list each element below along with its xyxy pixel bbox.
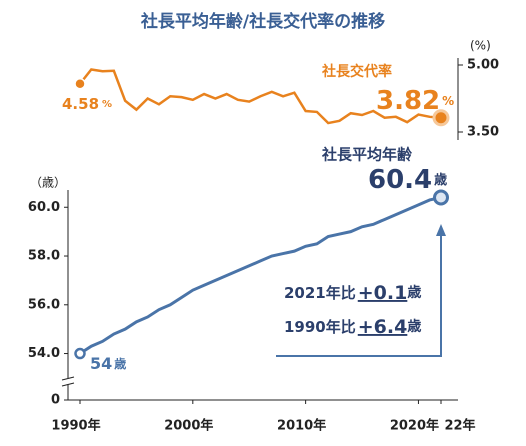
axis-break bbox=[60, 378, 76, 384]
unit: 歳 bbox=[407, 318, 421, 335]
start-label: 54 歳 bbox=[90, 354, 126, 373]
unit: % bbox=[102, 99, 112, 110]
x-tick-label: 1990年 bbox=[51, 418, 100, 434]
value: 4.58 bbox=[62, 95, 99, 113]
comparison: 1990年比 +6.4歳 bbox=[284, 316, 421, 338]
comparison: 2021年比 +0.1歳 bbox=[284, 282, 421, 304]
end-label: 3.82% bbox=[376, 86, 454, 116]
value: 3.82 bbox=[376, 86, 440, 116]
y-tick-label: 54.0 bbox=[28, 346, 60, 361]
x-tick-label: 2010年 bbox=[277, 418, 326, 434]
comparison-label: 2021年比 bbox=[284, 284, 356, 302]
end-label: 60.4 歳 bbox=[368, 165, 447, 195]
y-tick-label: 56.0 bbox=[28, 297, 60, 312]
value: 60.4 bbox=[368, 165, 432, 195]
x-tick-label: 2020年 bbox=[390, 418, 439, 434]
line bbox=[79, 68, 442, 125]
series-name: 社長交代率 bbox=[321, 63, 392, 80]
y-axis-unit: （歳） bbox=[30, 176, 66, 190]
axis-break-mark bbox=[61, 376, 75, 387]
value: 54 bbox=[90, 354, 112, 373]
callout-line bbox=[276, 232, 442, 357]
unit: % bbox=[442, 94, 454, 108]
unit: 歳 bbox=[114, 356, 126, 371]
series-name: 社長平均年齢 bbox=[321, 146, 413, 164]
y2-tick-label: 3.50 bbox=[467, 125, 499, 140]
y-tick-label: 60.0 bbox=[28, 200, 60, 215]
unit: 歳 bbox=[434, 172, 447, 188]
y-tick-label: 0 bbox=[51, 393, 60, 408]
comparison-value: +6.4 bbox=[358, 316, 408, 338]
callout-arrow bbox=[436, 224, 446, 236]
end-point bbox=[432, 109, 450, 127]
y2-tick-label: 5.00 bbox=[467, 58, 499, 73]
line bbox=[79, 196, 442, 355]
start-label: 4.58% bbox=[62, 95, 112, 113]
comparison-value: +0.1 bbox=[358, 282, 408, 304]
x-tick-label: 22年 bbox=[444, 418, 475, 434]
end-point bbox=[433, 189, 449, 206]
unit: 歳 bbox=[407, 284, 421, 301]
y2-axis-unit: (%) bbox=[470, 39, 491, 53]
x-tick-label: 2000年 bbox=[164, 418, 213, 434]
start-point bbox=[74, 78, 86, 90]
comparison-label: 1990年比 bbox=[284, 318, 356, 336]
start-point bbox=[74, 347, 86, 360]
y-tick-label: 58.0 bbox=[28, 249, 60, 264]
chart-title: 社長平均年齢/社長交代率の推移 bbox=[140, 11, 385, 32]
